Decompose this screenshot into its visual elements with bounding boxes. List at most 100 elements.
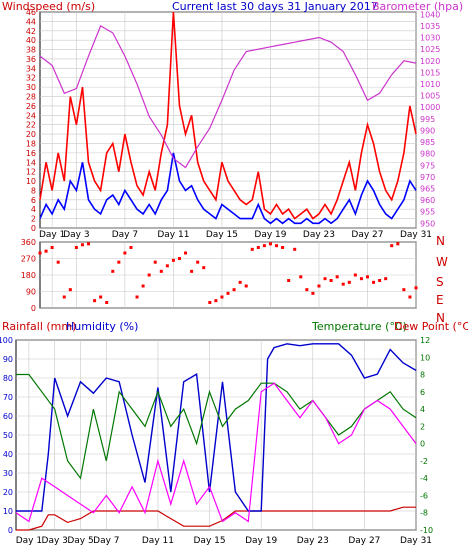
windspeed-tick-label: 22 (26, 121, 36, 130)
barometer-axis-label: Barometer (hpa) (372, 0, 463, 13)
wind-series (39, 11, 417, 225)
direction-point (177, 257, 181, 260)
direction-tick-label: 180 (21, 271, 36, 280)
barometer-tick-label: 955 (420, 208, 435, 217)
day-tick-label: Day 11 (142, 536, 174, 546)
direction-point (93, 299, 97, 303)
humidity-tick-label: 20 (3, 488, 13, 497)
day-tick-label: Day 5 (67, 536, 93, 546)
direction-point (329, 279, 333, 282)
direction-series (38, 242, 418, 304)
wind-average-line (39, 152, 417, 225)
day-tick-label: Day 11 (157, 230, 189, 240)
barometer-tick-label: 1005 (420, 92, 440, 101)
windspeed-tick-label: 0 (31, 224, 36, 233)
barometer-tick-label: 1020 (420, 57, 440, 66)
humidity-tick-label: 10 (3, 507, 13, 516)
humidity-axis-ticks: 0 10 20 30 40 50 60 70 80 90 100 (0, 336, 13, 535)
dewpoint-line (15, 382, 417, 523)
direction-point (220, 295, 224, 299)
barometer-tick-label: 1040 (420, 10, 440, 19)
temperature-axis-ticks: -10 -8 -6 -4 -2 0 2 4 6 8 10 12 (420, 336, 433, 535)
windspeed-tick-label: 30 (26, 83, 36, 92)
direction-point (372, 280, 376, 284)
barometer-tick-label: 980 (420, 150, 435, 159)
barometer-tick-label: 995 (420, 115, 435, 124)
humidity-line (16, 343, 417, 512)
compass-label: E (436, 293, 444, 307)
windspeed-tick-label: 38 (26, 46, 36, 55)
chart-title: Current last 30 days 31 January 2017 (172, 0, 378, 13)
direction-point (414, 286, 418, 290)
direction-point (347, 280, 351, 284)
humidity-tick-label: 100 (0, 336, 13, 345)
direction-point (68, 288, 72, 292)
day-tick-label: Day 15 (206, 230, 238, 240)
compass-label: S (436, 275, 444, 289)
climate-day-ticks: Day 1 Day 3 Day 5 Day 7 Day 11 Day 15 Day 19 Da… (16, 536, 432, 546)
barometer-tick-label: 1030 (420, 34, 440, 43)
day-tick-label: Day 3 (42, 536, 68, 546)
direction-tick-label: 270 (21, 255, 36, 264)
direction-point (244, 284, 248, 288)
direction-point (317, 284, 321, 288)
barometer-axis-ticks: 950 955 960 965 970 975 980 985 990 995 1000 1005 10… (420, 10, 440, 228)
direction-panel-grid (40, 241, 417, 309)
direction-point (323, 277, 327, 281)
direction-point (214, 299, 218, 303)
direction-point (135, 295, 139, 299)
temperature-tick-label: 0 (420, 440, 425, 449)
humidity-axis-label: Humidity (%) (66, 320, 138, 333)
windspeed-tick-label: 10 (26, 177, 36, 186)
compass-label: W (436, 255, 448, 269)
direction-point (299, 275, 303, 279)
direction-point (281, 246, 285, 249)
windspeed-tick-label: 6 (31, 196, 36, 205)
windspeed-tick-label: 40 (26, 36, 36, 45)
direction-point (147, 273, 151, 277)
direction-point (44, 249, 48, 253)
direction-point (402, 288, 406, 292)
humidity-tick-label: 0 (8, 526, 13, 535)
temperature-tick-label: -6 (420, 491, 428, 500)
direction-point (62, 295, 66, 299)
direction-point (232, 288, 236, 292)
direction-point (74, 246, 78, 249)
direction-point (202, 266, 206, 270)
day-tick-label: Day 27 (351, 230, 383, 240)
day-tick-label: Day 19 (245, 536, 277, 546)
wind-gust-line (39, 11, 417, 220)
day-tick-label: Day 23 (297, 536, 329, 546)
humidity-tick-label: 60 (3, 412, 13, 421)
temperature-line (16, 373, 417, 480)
windspeed-tick-label: 26 (26, 102, 36, 111)
direction-point (390, 244, 394, 248)
direction-axis-ticks: 0 90 180 270 360 (21, 238, 36, 313)
temperature-tick-label: 10 (420, 353, 430, 362)
windspeed-axis-label: Windspeed (m/s) (2, 0, 95, 13)
day-tick-label: Day 3 (63, 230, 89, 240)
humidity-tick-label: 30 (3, 469, 13, 478)
direction-point (256, 246, 260, 249)
direction-point (80, 243, 84, 247)
direction-point (305, 288, 309, 292)
barometer-tick-label: 1000 (420, 103, 440, 112)
direction-tick-label: 0 (31, 304, 36, 313)
compass-label: N (436, 311, 445, 325)
direction-point (287, 279, 291, 282)
humidity-tick-label: 90 (3, 355, 13, 364)
direction-point (105, 301, 109, 304)
humidity-tick-label: 50 (3, 431, 13, 440)
direction-point (293, 247, 297, 251)
windspeed-tick-label: 42 (26, 27, 36, 36)
direction-point (129, 246, 133, 249)
direction-point (38, 251, 42, 255)
barometer-line (39, 25, 417, 169)
windspeed-tick-label: 46 (26, 8, 36, 17)
barometer-tick-label: 965 (420, 185, 435, 194)
wind-barometer-panel: 0246810121416182022242628303234363840424… (2, 0, 463, 240)
windspeed-tick-label: 32 (26, 74, 36, 83)
